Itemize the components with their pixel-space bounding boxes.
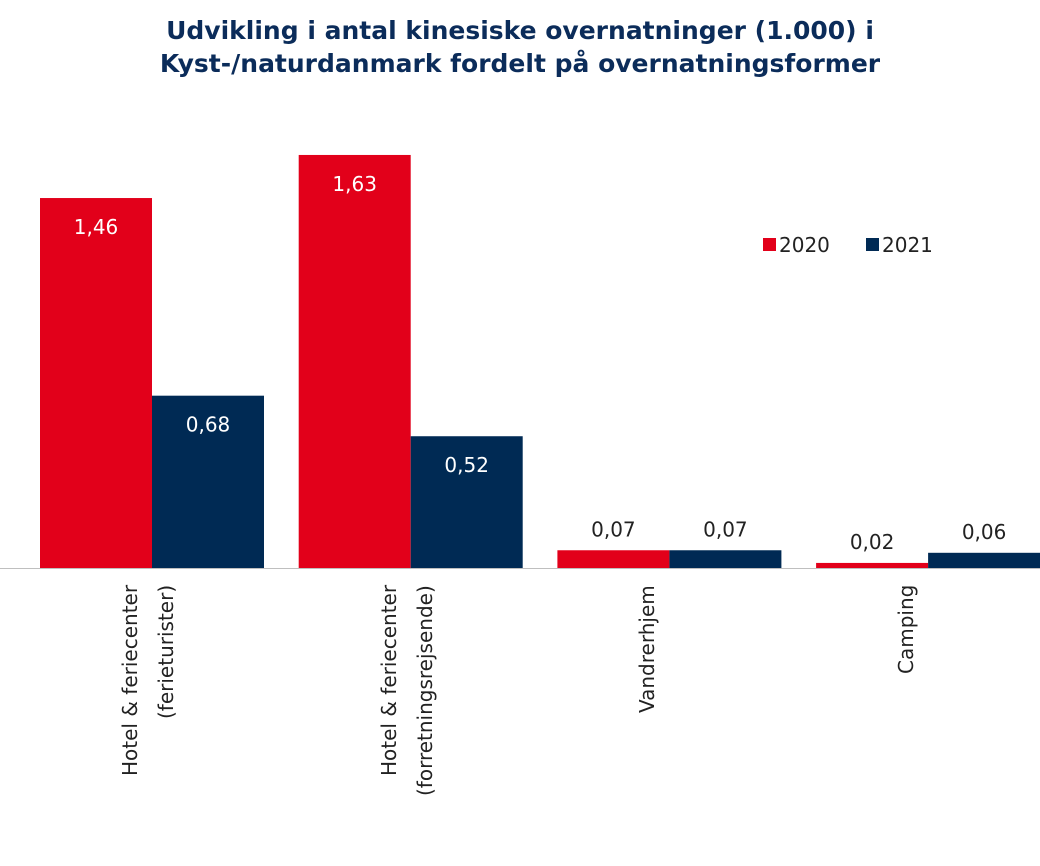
x-tick-label: Camping	[894, 585, 919, 675]
bar	[410, 436, 523, 568]
legend-label: 2021	[882, 233, 933, 257]
chart-title: Udvikling i antal kinesiske overnatninge…	[159, 16, 881, 78]
value-label: 1,46	[74, 215, 119, 239]
value-label: 0,06	[962, 520, 1007, 544]
bar	[40, 198, 152, 568]
x-tick-label: Vandrerhjem	[635, 585, 660, 713]
legend-label: 2020	[779, 233, 830, 257]
value-label: 0,68	[186, 413, 231, 437]
x-tick-label: Hotel & feriecenter (forretningsrejsende…	[376, 585, 437, 796]
bar	[298, 154, 411, 568]
legend-swatch	[866, 238, 879, 251]
x-tick-label: Hotel & feriecenter (ferieturister)	[118, 585, 178, 777]
value-label: 0,07	[591, 517, 636, 541]
bar	[928, 552, 1040, 568]
bar	[816, 562, 929, 568]
value-label: 0,02	[850, 530, 895, 554]
value-label: 0,07	[703, 517, 748, 541]
bar	[152, 395, 264, 568]
value-label: 0,52	[444, 453, 489, 477]
value-label: 1,63	[332, 172, 377, 196]
legend-swatch	[763, 238, 776, 251]
bar	[557, 550, 670, 568]
bar	[669, 550, 782, 568]
